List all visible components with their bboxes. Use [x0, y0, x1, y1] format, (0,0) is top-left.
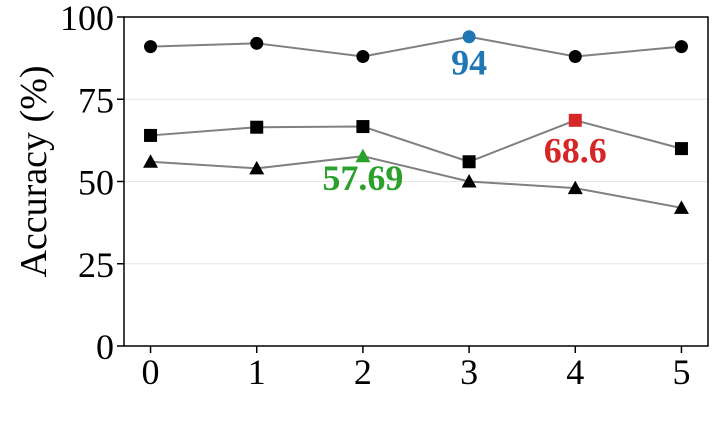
point-triangle-4: [567, 180, 583, 195]
point-square-3: [462, 155, 476, 169]
series-markers: [143, 30, 689, 214]
point-triangle-0: [143, 154, 159, 168]
point-triangle-3: [461, 174, 477, 188]
point-triangle-2: [355, 148, 371, 163]
point-circle-1: [250, 36, 264, 50]
point-circle-0: [144, 40, 158, 54]
ytick-label-50: 50: [78, 163, 114, 203]
series-line-triangle: [150, 155, 682, 209]
point-label-square: 68.6: [544, 130, 607, 170]
point-circle-3: [462, 30, 476, 44]
point-square-5: [674, 142, 688, 156]
point-circle-5: [674, 40, 688, 54]
ytick-label-25: 25: [78, 245, 114, 285]
point-circle-4: [568, 49, 582, 63]
point-label-circle: 94: [451, 43, 487, 83]
point-square-1: [250, 120, 264, 134]
point-square-0: [144, 128, 158, 142]
xtick-label-5: 5: [672, 352, 690, 392]
point-square-2: [356, 120, 370, 134]
xtick-label-1: 1: [248, 352, 266, 392]
point-triangle-5: [673, 200, 689, 214]
point-square-4: [568, 113, 582, 127]
x-axis-ticks: 0 1 2 3 4 5: [142, 346, 690, 392]
xtick-label-2: 2: [354, 352, 372, 392]
series-lines: [150, 35, 682, 209]
ytick-label-0: 0: [96, 327, 114, 367]
gridlines: [124, 98, 708, 265]
ytick-label-75: 75: [78, 80, 114, 120]
y-axis-ticks: 0 25 50 75 100: [60, 0, 124, 367]
point-circle-2: [356, 49, 370, 63]
series-line-square: [150, 119, 682, 163]
point-labels: 94 68.6 57.69: [322, 43, 606, 198]
series-line-circle: [150, 35, 682, 58]
xtick-label-4: 4: [566, 352, 584, 392]
xtick-label-0: 0: [142, 352, 160, 392]
ytick-label-100: 100: [60, 0, 114, 38]
point-triangle-1: [249, 160, 265, 175]
xtick-label-3: 3: [460, 352, 478, 392]
point-label-triangle: 57.69: [322, 158, 403, 198]
y-axis-title: Accuracy (%): [13, 65, 55, 277]
